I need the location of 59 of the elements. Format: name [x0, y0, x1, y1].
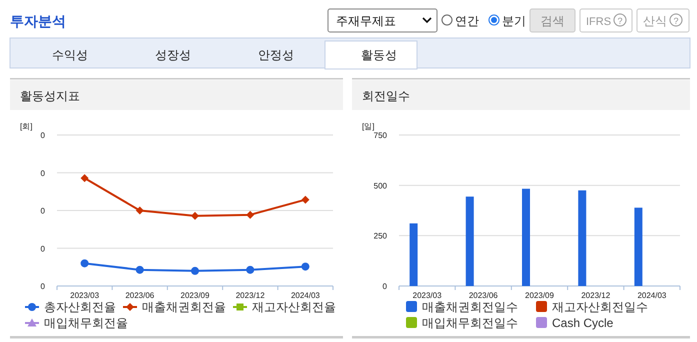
text: 활동성	[361, 48, 397, 62]
bar	[634, 208, 642, 286]
point	[246, 210, 254, 219]
y-axis-title: [일]	[362, 122, 374, 131]
x-tick-label: 2023/12	[581, 291, 611, 300]
x-tick-label: 2023/12	[236, 291, 266, 300]
text: IFRS	[586, 16, 612, 28]
bar	[466, 196, 474, 286]
bar	[522, 188, 530, 286]
legend-label: 매입채무회전율	[44, 316, 128, 330]
y-tick-label: 500	[374, 181, 388, 190]
point	[136, 206, 144, 214]
x-tick-label: 2023/09	[525, 291, 555, 300]
x-tick-label: 2023/06	[468, 291, 498, 300]
text: 0	[40, 282, 46, 291]
text: 주재무제표	[336, 14, 396, 28]
text: 산식	[643, 14, 667, 28]
legend-label: 매출채권회전일수	[422, 300, 518, 314]
text: 0	[40, 244, 46, 254]
x-tick-label: 2023/03	[412, 291, 442, 300]
text: 0	[40, 168, 46, 178]
text: 0	[40, 206, 46, 216]
bar	[578, 190, 586, 286]
text: 안정성	[258, 48, 294, 62]
point	[246, 266, 254, 274]
text: 분기	[502, 14, 526, 28]
chart-title: 회전일수	[362, 89, 410, 103]
point	[136, 266, 144, 274]
bar	[410, 223, 418, 286]
legend-label: 매입채무회전일수	[422, 316, 518, 330]
legend-label: 재고자산회전일수	[552, 300, 648, 314]
picture-help-icon: ?	[670, 14, 682, 26]
text: 연간	[455, 14, 479, 28]
text: 투자분석	[10, 13, 66, 29]
text: 성장성	[155, 48, 191, 62]
point	[301, 196, 310, 204]
legend-label: 매출채권회전율	[142, 300, 226, 314]
text: 수익성	[52, 48, 88, 62]
x-tick-label: 2023/09	[180, 291, 210, 300]
point	[80, 259, 89, 268]
legend-label: 재고자산회전율	[252, 300, 336, 314]
legend-label: Cash Cycle	[552, 316, 614, 330]
x-tick-label: 2024/03	[290, 291, 320, 300]
text: 검색	[540, 14, 564, 28]
chart-title: 활동성지표	[20, 89, 80, 103]
x-tick-label: 2024/03	[637, 291, 667, 300]
picture-help-icon: ?	[614, 14, 626, 26]
text: 0	[40, 131, 46, 140]
y-tick-label: 750	[374, 131, 388, 140]
point	[301, 262, 310, 271]
point	[191, 266, 199, 275]
point	[80, 174, 89, 182]
point	[191, 212, 199, 220]
x-tick-label: 2023/06	[125, 291, 155, 300]
x-tick-label: 2023/03	[70, 291, 100, 300]
y-tick-label: 250	[374, 232, 388, 241]
legend-label: 총자산회전율	[44, 300, 116, 314]
y-tick-label: 0	[382, 282, 388, 291]
y-axis-title: [회]	[20, 122, 32, 131]
